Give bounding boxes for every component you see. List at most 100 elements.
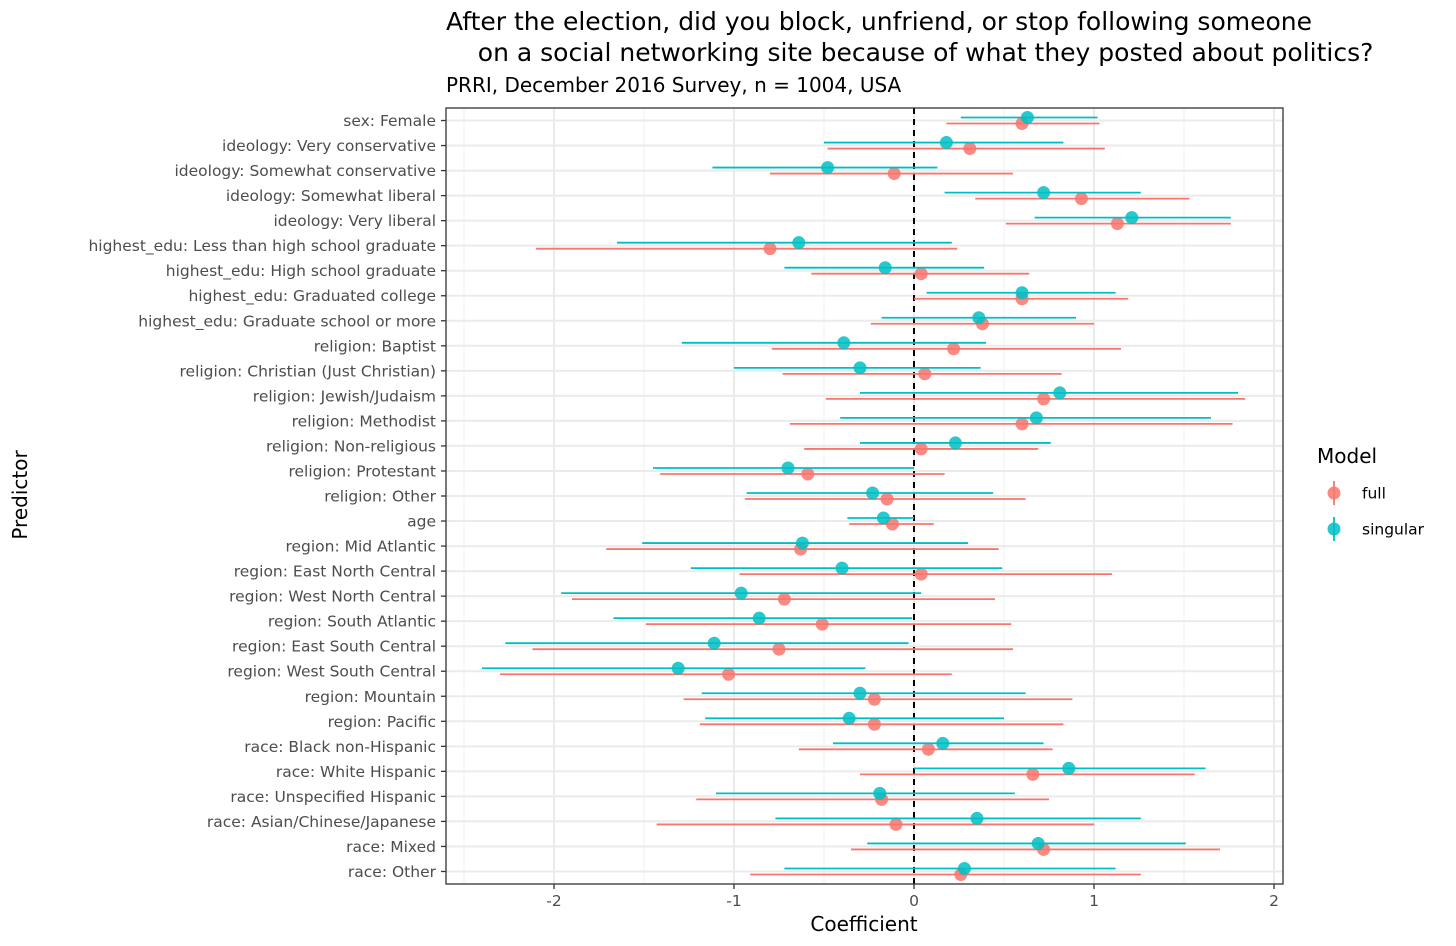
- full-point: [947, 342, 961, 356]
- full-point: [914, 442, 928, 456]
- legend-key-point: [1327, 486, 1341, 500]
- singular-point: [781, 461, 795, 475]
- singular-point: [1015, 286, 1029, 300]
- full-point: [1037, 392, 1051, 406]
- singular-point: [1029, 411, 1043, 425]
- x-tick-label: -1: [726, 892, 741, 910]
- x-axis: -2 -1 0 1 2: [546, 884, 1279, 910]
- full-point: [914, 567, 928, 581]
- x-tick-label: 2: [1269, 892, 1279, 910]
- y-tick-label: highest_edu: High school graduate: [166, 262, 436, 281]
- singular-point: [936, 736, 950, 750]
- y-tick-label: region: West South Central: [227, 663, 436, 681]
- x-axis-title: Coefficient: [810, 912, 917, 936]
- full-point: [772, 642, 786, 656]
- y-tick-label: race: Unspecified Hispanic: [230, 788, 436, 806]
- legend-label: singular: [1362, 521, 1425, 539]
- y-tick-label: race: White Hispanic: [276, 763, 436, 781]
- y-tick-label: region: Pacific: [328, 713, 436, 731]
- full-point: [889, 817, 903, 831]
- full-point: [1015, 417, 1029, 431]
- y-tick-label: religion: Non-religious: [266, 437, 436, 455]
- full-point: [867, 692, 881, 706]
- singular-point: [1031, 836, 1045, 850]
- y-tick-label: region: East North Central: [234, 563, 436, 581]
- y-tick-label: region: West North Central: [229, 588, 436, 606]
- y-tick-label: age: [407, 513, 436, 531]
- legend-entry-full: full: [1327, 481, 1386, 505]
- singular-point: [835, 561, 849, 575]
- legend-label: full: [1362, 485, 1386, 503]
- y-tick-label: religion: Methodist: [292, 412, 436, 430]
- full-point: [921, 742, 935, 756]
- singular-point: [972, 311, 986, 325]
- y-tick-label: ideology: Very liberal: [273, 212, 436, 230]
- y-tick-label: religion: Jewish/Judaism: [253, 387, 436, 405]
- x-tick-label: 1: [1089, 892, 1099, 910]
- y-tick-label: highest_edu: Less than high school gradu…: [88, 237, 436, 256]
- y-tick-label: religion: Protestant: [288, 462, 436, 480]
- full-point: [918, 367, 932, 381]
- y-tick-label: ideology: Somewhat liberal: [226, 187, 436, 205]
- x-tick-label: 0: [909, 892, 919, 910]
- singular-point: [948, 436, 962, 450]
- y-tick-label: highest_edu: Graduated college: [188, 287, 436, 306]
- full-point: [1074, 192, 1088, 206]
- legend: Model full singular: [1317, 444, 1425, 541]
- singular-point: [837, 336, 851, 350]
- full-point: [722, 667, 736, 681]
- singular-point: [939, 136, 953, 150]
- singular-point: [853, 686, 867, 700]
- chart-title: After the election, did you block, unfri…: [446, 7, 1373, 67]
- plot-panel: [445, 107, 1284, 885]
- y-tick-label: region: East South Central: [232, 638, 436, 656]
- full-point: [1110, 217, 1124, 231]
- legend-entry-singular: singular: [1327, 517, 1425, 541]
- singular-point: [1037, 186, 1051, 200]
- singular-point: [707, 636, 721, 650]
- legend-title: Model: [1317, 444, 1377, 468]
- full-point: [801, 467, 815, 481]
- singular-point: [957, 861, 971, 875]
- y-tick-label: region: Mountain: [305, 688, 436, 706]
- y-tick-label: ideology: Very conservative: [222, 137, 436, 155]
- singular-point: [876, 511, 890, 525]
- singular-point: [1053, 386, 1067, 400]
- full-point: [880, 492, 894, 506]
- full-point: [963, 142, 977, 156]
- legend-key-point: [1327, 522, 1341, 536]
- y-tick-label: highest_edu: Graduate school or more: [138, 312, 436, 331]
- full-point: [914, 267, 928, 281]
- y-tick-label: race: Asian/Chinese/Japanese: [207, 813, 436, 831]
- singular-point: [752, 611, 766, 625]
- singular-point: [866, 486, 880, 500]
- y-tick-label: race: Other: [348, 863, 437, 881]
- full-point: [777, 592, 791, 606]
- y-tick-label: race: Mixed: [346, 838, 436, 856]
- series-singular: [482, 111, 1238, 875]
- y-tick-label: religion: Other: [324, 488, 436, 506]
- y-tick-label: sex: Female: [343, 112, 436, 130]
- y-tick-label: region: Mid Atlantic: [285, 538, 436, 556]
- full-point: [763, 242, 777, 256]
- singular-point: [1125, 211, 1139, 225]
- singular-point: [671, 661, 685, 675]
- y-tick-label: ideology: Somewhat conservative: [174, 162, 436, 180]
- singular-point: [873, 786, 887, 800]
- x-tick-label: -2: [546, 892, 561, 910]
- singular-point: [842, 711, 856, 725]
- y-tick-label: religion: Christian (Just Christian): [180, 362, 437, 380]
- full-point: [867, 717, 881, 731]
- y-tick-label: race: Black non-Hispanic: [244, 738, 436, 756]
- singular-point: [795, 536, 809, 550]
- y-tick-label: religion: Baptist: [314, 337, 436, 355]
- singular-point: [1062, 761, 1076, 775]
- y-axis-title: Predictor: [8, 450, 32, 540]
- full-point: [1026, 767, 1040, 781]
- singular-point: [970, 811, 984, 825]
- full-point: [815, 617, 829, 631]
- chart-subtitle: PRRI, December 2016 Survey, n = 1004, US…: [446, 73, 902, 97]
- singular-point: [792, 236, 806, 250]
